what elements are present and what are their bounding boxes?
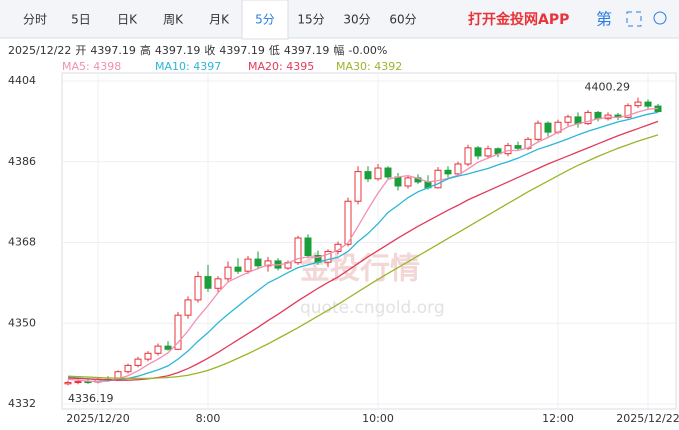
- candle-body: [154, 345, 162, 354]
- tab[interactable]: 30分: [343, 13, 370, 27]
- plot-frame: [61, 72, 677, 410]
- ma-line: [67, 111, 659, 381]
- active-tab: [241, 0, 289, 40]
- y-tick-label: 4368: [8, 236, 36, 249]
- legend-item: MA10: 4397: [155, 60, 221, 73]
- extreme-label: 4336.19: [68, 392, 114, 405]
- candle-body: [634, 101, 642, 107]
- candle-body: [164, 345, 172, 350]
- tab[interactable]: 60分: [389, 13, 416, 27]
- info-item: -0.00%: [348, 44, 387, 57]
- tab[interactable]: 5分: [255, 13, 275, 27]
- candle-body: [544, 122, 552, 133]
- candle-body: [464, 147, 472, 165]
- tab[interactable]: 分时: [23, 13, 47, 27]
- candle-body: [214, 278, 222, 289]
- info-item: 高: [140, 43, 151, 57]
- y-tick-label: 4386: [8, 155, 36, 168]
- tab[interactable]: 日K: [117, 13, 138, 27]
- info-item: 低: [269, 44, 280, 57]
- help-icon[interactable]: [653, 11, 667, 25]
- candle-body: [174, 314, 182, 350]
- candle-body: [624, 105, 632, 118]
- candle-body: [344, 200, 352, 245]
- candle-body: [384, 167, 392, 178]
- info-item: 2025/12/22: [8, 44, 71, 57]
- info-item: 4397.19: [219, 44, 265, 57]
- candle-body: [444, 169, 452, 175]
- tab[interactable]: 5日: [71, 13, 91, 27]
- candle-body: [304, 237, 312, 257]
- candle-body: [404, 177, 412, 187]
- x-tick-label: 12:00: [542, 412, 574, 425]
- candle-body: [64, 381, 72, 385]
- tab[interactable]: 周K: [163, 13, 184, 27]
- legend-item: MA30: 4392: [336, 60, 402, 73]
- candle-body: [244, 258, 252, 272]
- watermark: quote.cngold.org: [300, 298, 445, 318]
- y-tick-label: 4350: [8, 316, 36, 329]
- candle-body: [124, 364, 132, 373]
- candle-body: [194, 276, 202, 301]
- candle-body: [184, 299, 192, 316]
- candle-body: [474, 147, 482, 157]
- candle-body: [224, 266, 232, 280]
- candle-body: [584, 111, 592, 125]
- x-tick-label: 10:00: [362, 412, 394, 425]
- info-item: 开: [75, 44, 86, 57]
- candle-body: [264, 260, 272, 267]
- candle-body: [504, 145, 512, 155]
- candle-body: [324, 250, 332, 263]
- info-item: 幅: [333, 44, 344, 57]
- tab[interactable]: 15分: [297, 13, 324, 27]
- candle-body: [294, 237, 302, 264]
- extreme-label: 4400.29: [585, 81, 631, 94]
- x-tick-label: 2025/12/22: [616, 412, 679, 425]
- candle-body: [394, 176, 402, 187]
- candle-body: [374, 167, 382, 180]
- candle-body: [534, 122, 542, 140]
- candle-body: [644, 101, 652, 107]
- y-tick-label: 4332: [8, 397, 36, 410]
- x-tick-label: 2025/12/20: [66, 412, 129, 425]
- candle-body: [364, 171, 372, 180]
- candle-body: [134, 358, 142, 366]
- candle-body: [514, 145, 522, 149]
- ma-line: [67, 134, 659, 380]
- candle-body: [144, 352, 152, 360]
- candle-body: [434, 169, 442, 189]
- info-item: 4397.19: [155, 44, 201, 57]
- ma-line: [67, 120, 659, 381]
- candle-body: [454, 163, 462, 175]
- candle-body: [594, 111, 602, 120]
- ma-line: [67, 107, 659, 383]
- candle-body: [564, 116, 572, 123]
- candle-body: [204, 276, 212, 289]
- legend-item: MA20: 4395: [248, 60, 314, 73]
- candle-body: [254, 258, 262, 267]
- info-item: 4397.19: [284, 44, 330, 57]
- x-tick-label: 8:00: [196, 412, 221, 425]
- tab-bar: [0, 0, 679, 38]
- fullscreen-icon[interactable]: [626, 11, 642, 27]
- info-line: 2025/12/22 开 4397.19 高 4397.19 收 4397.19 低 4397.…: [8, 43, 387, 57]
- tab[interactable]: 月K: [209, 13, 230, 27]
- candle-body: [484, 148, 492, 157]
- icon[interactable]: 第: [596, 10, 612, 29]
- candle-body: [354, 171, 362, 202]
- candle-body: [74, 381, 82, 384]
- legend-item: MA5: 4398: [62, 60, 121, 73]
- info-item: 4397.19: [90, 44, 136, 57]
- info-item: 收: [204, 43, 215, 57]
- candle-body: [234, 266, 242, 272]
- y-tick-label: 4404: [8, 74, 36, 87]
- promo[interactable]: 打开金投网APP: [468, 11, 569, 28]
